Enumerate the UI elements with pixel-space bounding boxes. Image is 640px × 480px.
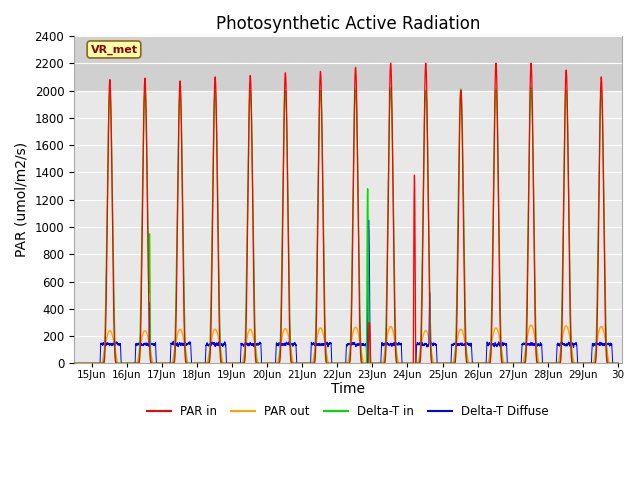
Delta-T Diffuse [365,217,372,223]
Delta-T in [103,245,111,251]
Delta-T in [566,289,574,295]
Delta-T Diffuse [246,341,253,347]
Text: VR_met: VR_met [90,44,138,55]
PAR out [246,326,253,332]
PAR in [487,351,495,357]
PAR in [614,360,622,366]
PAR in [103,268,111,274]
Delta-T in [528,100,536,106]
Line: Delta-T in: Delta-T in [56,88,618,363]
PAR in [528,82,536,87]
PAR in [207,306,215,312]
Legend: PAR in, PAR out, Delta-T in, Delta-T Diffuse: PAR in, PAR out, Delta-T in, Delta-T Dif… [142,400,554,423]
PAR in [387,60,394,66]
Line: Delta-T Diffuse: Delta-T Diffuse [56,220,618,363]
Delta-T Diffuse [487,342,495,348]
Delta-T Diffuse [103,341,111,347]
Delta-T in [487,338,495,344]
Delta-T Diffuse [207,342,215,348]
PAR out [52,360,60,366]
PAR in [246,76,253,82]
Delta-T in [52,360,60,366]
Delta-T Diffuse [52,360,60,366]
Delta-T in [246,90,253,96]
X-axis label: Time: Time [331,382,365,396]
PAR out [487,344,495,349]
Y-axis label: PAR (umol/m2/s): PAR (umol/m2/s) [15,142,29,257]
Delta-T in [387,85,394,91]
Delta-T in [207,282,215,288]
Delta-T Diffuse [614,360,622,366]
PAR in [52,360,60,366]
PAR in [566,312,574,318]
PAR out [528,323,536,329]
PAR out [566,336,574,342]
PAR out [614,360,622,366]
Bar [74,36,621,91]
Line: PAR in: PAR in [56,63,618,363]
PAR out [527,322,535,328]
PAR out [207,337,215,343]
Line: PAR out: PAR out [56,325,618,363]
Delta-T in [614,360,622,366]
Delta-T Diffuse [528,340,536,346]
PAR out [103,336,111,341]
Title: Photosynthetic Active Radiation: Photosynthetic Active Radiation [216,15,480,33]
Delta-T Diffuse [566,343,574,348]
